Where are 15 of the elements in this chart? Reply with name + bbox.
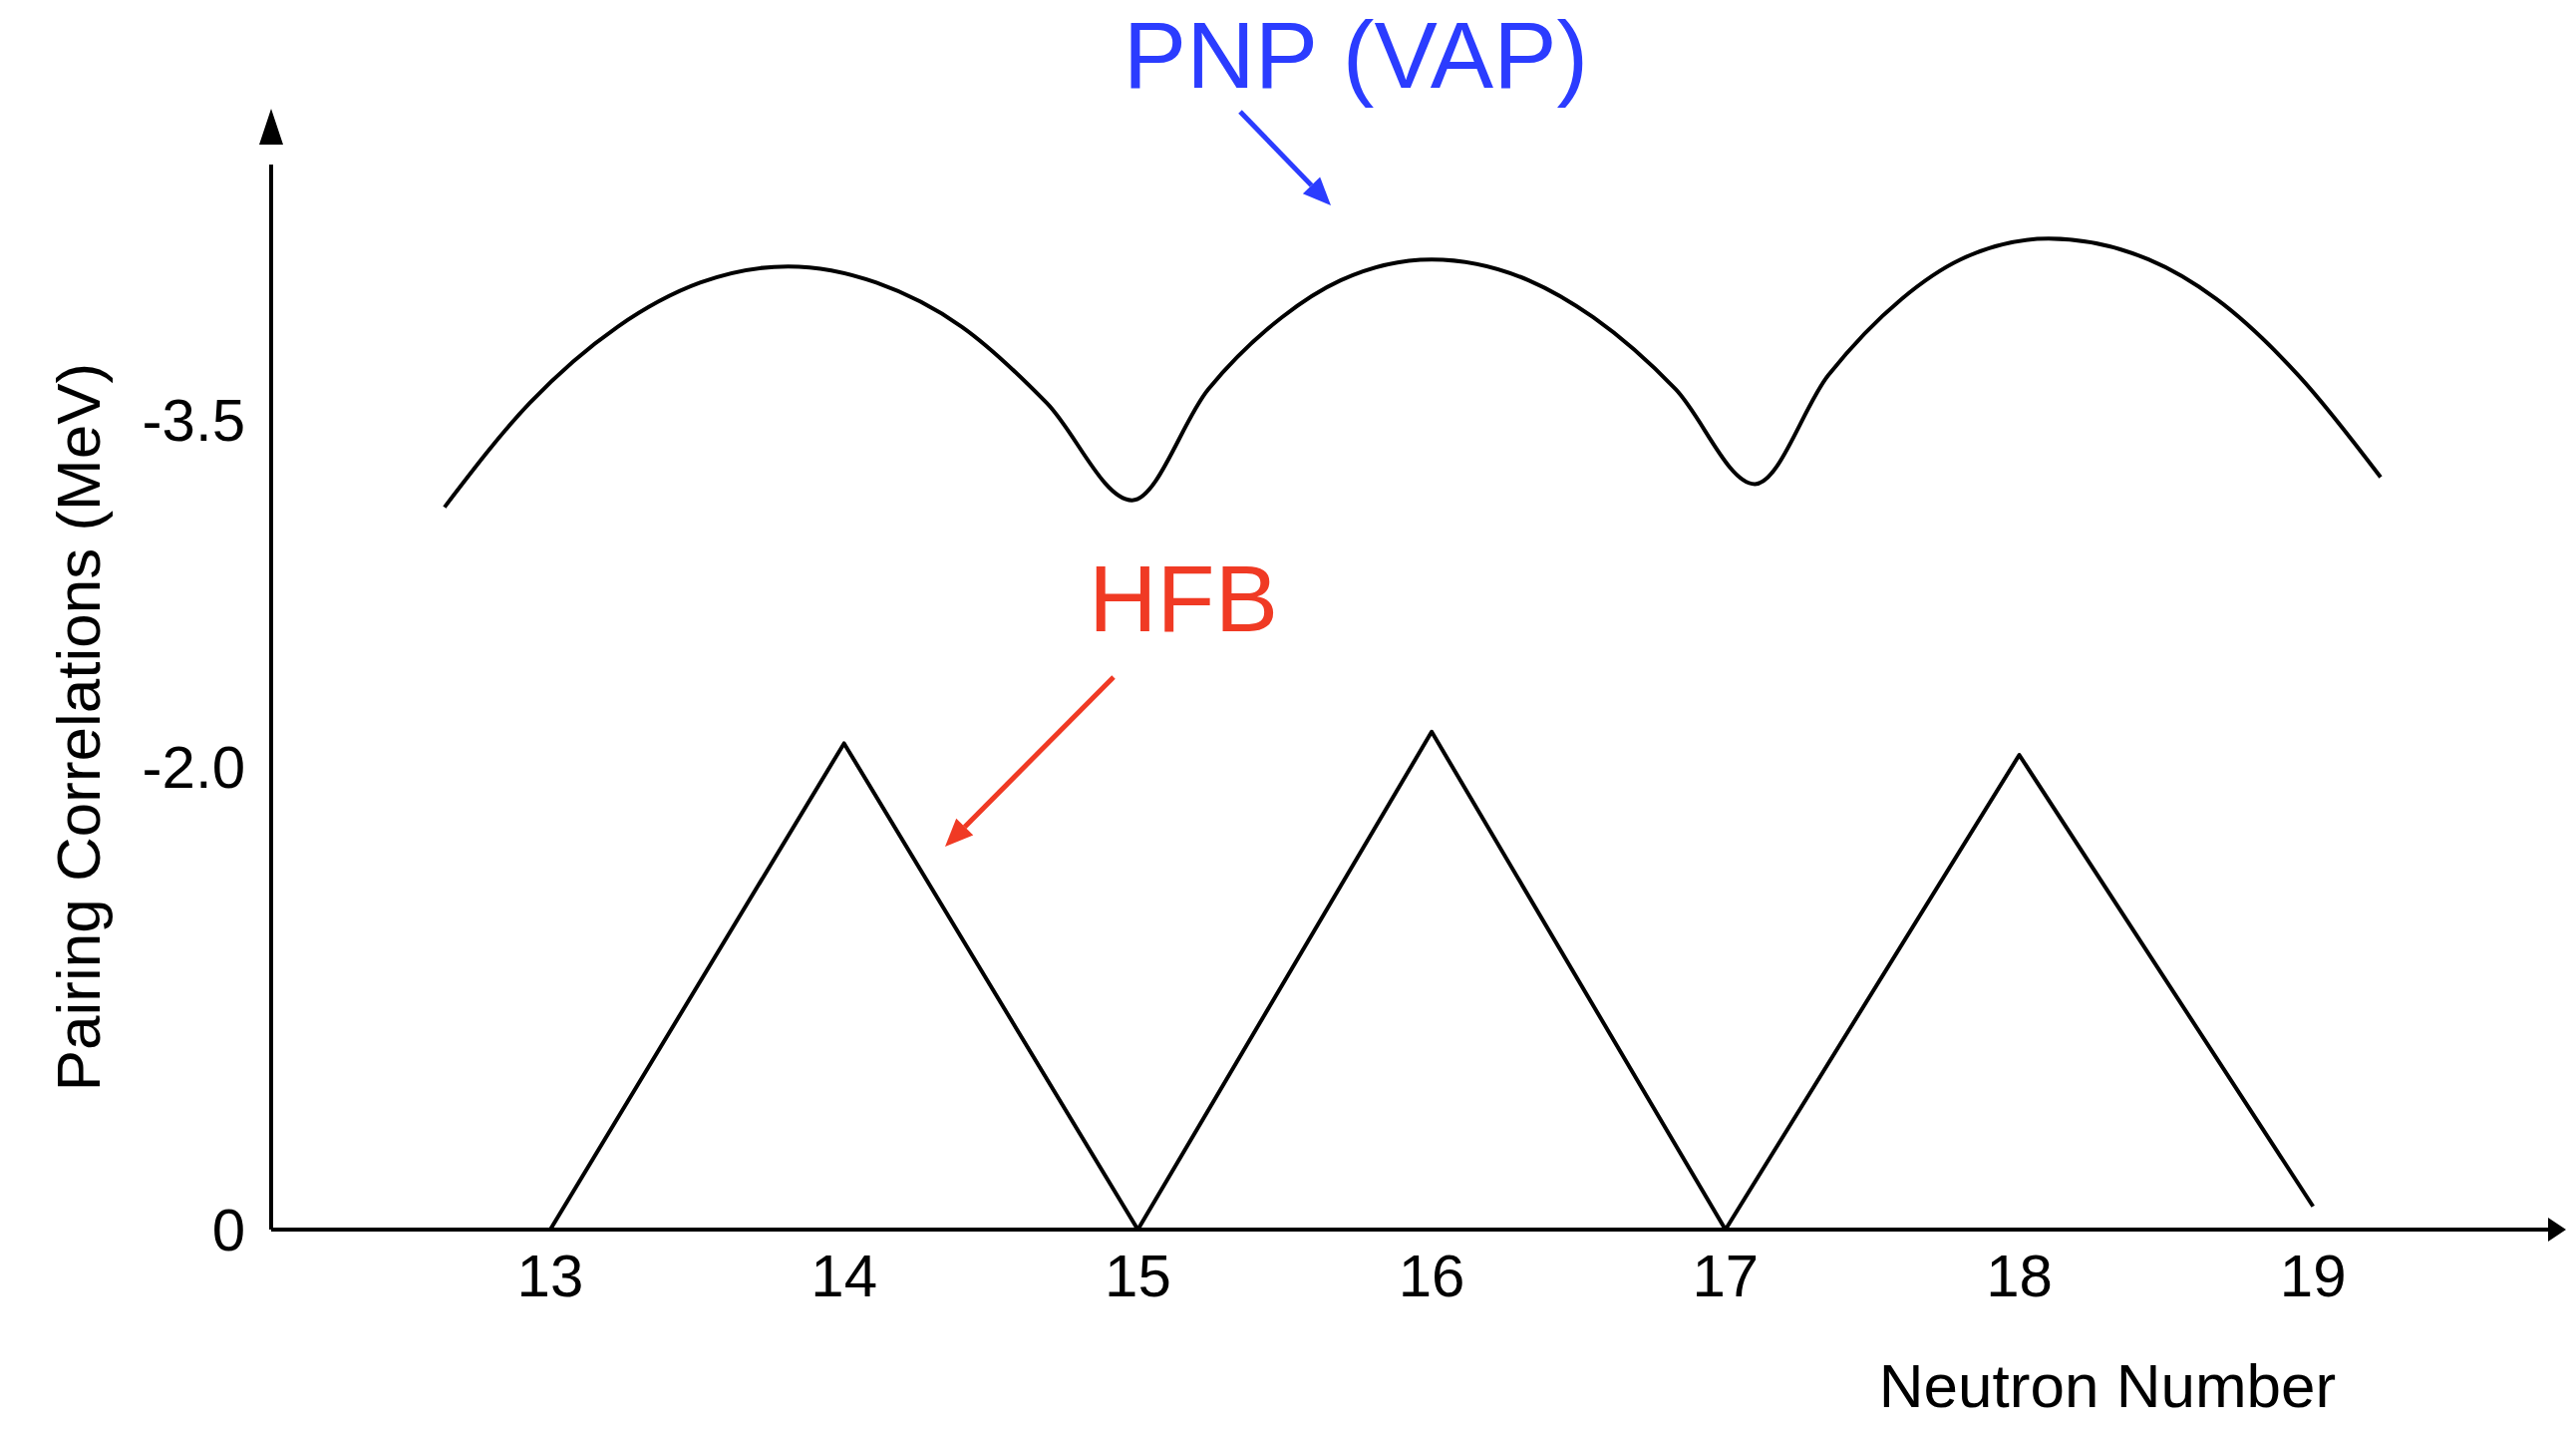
x-tick-label: 14 (810, 1242, 878, 1309)
y-tick-label: 0 (211, 1197, 245, 1264)
x-tick-label: 13 (516, 1242, 584, 1309)
x-tick-label: 15 (1105, 1242, 1171, 1309)
text: PNP (VAP) (1123, 2, 1589, 108)
y-axis-title: Pairing Correlations (MeV) (44, 362, 113, 1092)
line-series (442, 236, 2384, 510)
annotation: HFB (1089, 545, 1278, 651)
y-tick-label: -2.0 (142, 733, 245, 801)
x-tick-label: 17 (1692, 1242, 1760, 1309)
y-tick-label: -3.5 (142, 386, 245, 454)
x-tick-label: 16 (1398, 1242, 1465, 1309)
x-tick-label: 19 (2279, 1242, 2347, 1309)
x-tick-label: 18 (1986, 1242, 2053, 1309)
x-axis-title: Neutron Number (1878, 1351, 2337, 1420)
